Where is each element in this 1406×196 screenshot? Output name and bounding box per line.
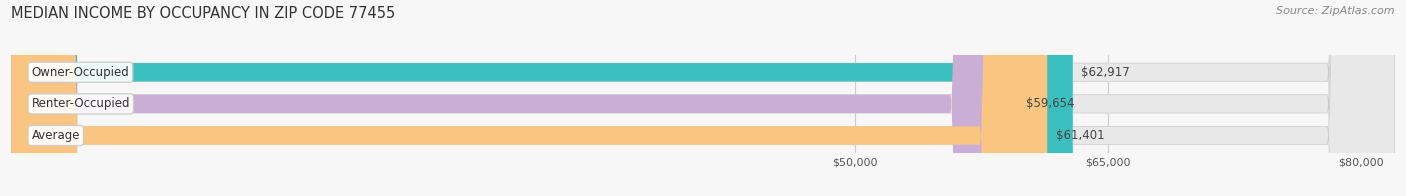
FancyBboxPatch shape bbox=[11, 0, 1395, 196]
FancyBboxPatch shape bbox=[11, 0, 1395, 196]
FancyBboxPatch shape bbox=[11, 0, 1073, 196]
Text: $62,917: $62,917 bbox=[1081, 66, 1130, 79]
Text: Source: ZipAtlas.com: Source: ZipAtlas.com bbox=[1277, 6, 1395, 16]
FancyBboxPatch shape bbox=[11, 0, 1395, 196]
Text: Owner-Occupied: Owner-Occupied bbox=[31, 66, 129, 79]
FancyBboxPatch shape bbox=[11, 0, 1047, 196]
Text: MEDIAN INCOME BY OCCUPANCY IN ZIP CODE 77455: MEDIAN INCOME BY OCCUPANCY IN ZIP CODE 7… bbox=[11, 6, 395, 21]
Text: Average: Average bbox=[31, 129, 80, 142]
Text: $59,654: $59,654 bbox=[1026, 97, 1074, 110]
FancyBboxPatch shape bbox=[11, 0, 1018, 196]
Text: $61,401: $61,401 bbox=[1056, 129, 1104, 142]
Text: Renter-Occupied: Renter-Occupied bbox=[31, 97, 129, 110]
